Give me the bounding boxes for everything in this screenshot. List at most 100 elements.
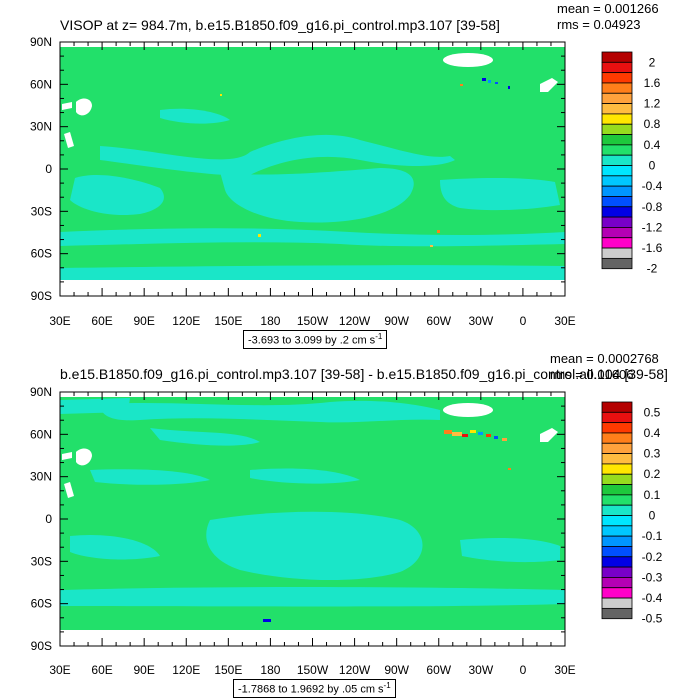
colorbar-swatch (601, 144, 633, 156)
anomaly-cell (488, 80, 491, 83)
colorbar-swatch (601, 401, 633, 413)
land-patch (76, 98, 92, 116)
land-patch (62, 452, 72, 460)
x-tick-label: 60W (426, 314, 451, 328)
cyan-region (250, 468, 360, 484)
colorbar-swatch (601, 566, 633, 578)
x-tick-label: 180 (260, 663, 280, 677)
anomaly-cell (482, 78, 486, 81)
colorbar-swatch (601, 556, 633, 568)
anomaly-cell (478, 432, 483, 435)
colorbar-swatch (601, 61, 633, 74)
y-tick-label: 0 (45, 162, 52, 176)
x-tick-label: 30W (468, 314, 493, 328)
colorbar-label: 0.3 (644, 447, 661, 461)
colorbar-label: 0 (649, 509, 656, 523)
y-tick-label: 90S (31, 289, 52, 303)
colorbar-swatch (601, 473, 633, 485)
colorbar-label: -0.1 (642, 529, 663, 543)
greenland-land (443, 403, 493, 417)
rms-label: rms = 0.01606 (550, 367, 633, 382)
colorbar-label: 0.4 (644, 138, 661, 152)
x-tick-label: 150E (214, 663, 242, 677)
colorbar-label: -0.8 (642, 200, 663, 214)
colorbar-swatch (601, 587, 633, 599)
greenland-land (443, 53, 493, 67)
y-tick-label: 60N (30, 427, 52, 441)
map-field (60, 42, 565, 296)
x-tick-label: 30E (49, 663, 70, 677)
chart-title: VISOP at z= 984.7m, b.e15.B1850.f09_g16.… (60, 17, 500, 33)
y-tick-label: 30S (31, 554, 52, 568)
x-tick-label: 30E (554, 314, 575, 328)
panel-top: VISOP at z= 984.7m, b.e15.B1850.f09_g16.… (30, 1, 663, 328)
x-tick-label: 90E (133, 663, 154, 677)
cyan-region (100, 134, 455, 176)
colorbar-swatch (601, 196, 633, 208)
land-patch (64, 132, 74, 148)
colorbar-swatch (601, 185, 633, 197)
cyan-region (100, 400, 440, 423)
contour-range-text: -1.7868 to 1.9692 by .05 cm s (238, 683, 384, 696)
cyan-region (90, 469, 210, 485)
x-axis: 30E 60E 90E 120E 150E 180 150W 120W 90W 60W 30W 0 30… (49, 42, 576, 328)
colorbar-label: 0 (649, 159, 656, 173)
cyan-region (60, 265, 565, 280)
x-tick-label: 60W (426, 663, 451, 677)
colorbar-label: 1.2 (644, 97, 661, 111)
cyan-region (60, 587, 565, 607)
cyan-region (440, 178, 560, 211)
cyan-region (460, 538, 560, 563)
colorbar-swatch (601, 442, 633, 454)
land-patch (540, 78, 558, 92)
anomaly-cell (220, 94, 222, 96)
x-tick-label: 120E (172, 663, 200, 677)
mean-label: mean = 0.0002768 (550, 351, 659, 366)
colorbar-swatch (601, 103, 633, 115)
anomaly-cell (460, 84, 463, 86)
y-axis: 90N 60N 30N 0 30S 60S 90S (30, 385, 565, 653)
colorbar-swatch (601, 484, 633, 496)
colorbar-label: -0.3 (642, 570, 663, 584)
anomaly-cell (437, 230, 440, 233)
colorbar-swatch (601, 453, 633, 465)
y-tick-label: 30N (30, 120, 52, 134)
colorbar-swatch (601, 432, 633, 444)
y-tick-label: 90S (31, 639, 52, 653)
colorbar-swatch (601, 247, 633, 259)
colorbar-swatch (601, 206, 633, 218)
cyan-region (206, 511, 423, 581)
anomaly-cell (430, 245, 433, 247)
x-tick-label: 150W (297, 663, 329, 677)
colorbar-swatch (601, 123, 633, 135)
colorbar-swatch (601, 113, 633, 125)
colorbar-swatch (601, 525, 633, 537)
cyan-region (60, 228, 565, 247)
cyan-region (60, 398, 130, 414)
colorbar-swatch (601, 535, 633, 547)
contour-range-label: -3.693 to 3.099 by .2 cm s-1 (243, 330, 388, 349)
anomaly-cell (494, 436, 498, 439)
colorbar-swatch (601, 134, 633, 146)
contour-range-label: -1.7868 to 1.9692 by .05 cm s-1 (233, 679, 396, 698)
cyan-region (150, 428, 260, 446)
anomaly-cell (495, 82, 498, 84)
colorbar-swatch (601, 51, 633, 63)
mean-label: mean = 0.001266 (557, 1, 659, 16)
anomaly-cell (258, 234, 261, 237)
x-axis: 30E 60E 90E 120E 150E 180 150W 120W 90W 60W 30W 0 30… (49, 392, 576, 677)
anomaly-cell (508, 86, 510, 89)
y-tick-label: 60S (31, 597, 52, 611)
panel-bottom: b.e15.B1850.f09_g16.pi_control.mp3.107 [… (30, 351, 668, 677)
y-tick-label: 90N (30, 385, 52, 399)
cyan-region (160, 108, 230, 124)
cyan-region (70, 534, 160, 560)
colorbar-swatch (601, 494, 633, 506)
colorbar-swatch (601, 175, 633, 187)
cyan-region (220, 168, 414, 223)
colorbar-label: 0.5 (644, 405, 661, 419)
chart-title: b.e15.B1850.f09_g16.pi_control.mp3.107 [… (60, 366, 668, 382)
colorbar-label: -2 (647, 262, 658, 276)
colorbar-swatch (601, 237, 633, 249)
y-tick-label: 60N (30, 77, 52, 91)
